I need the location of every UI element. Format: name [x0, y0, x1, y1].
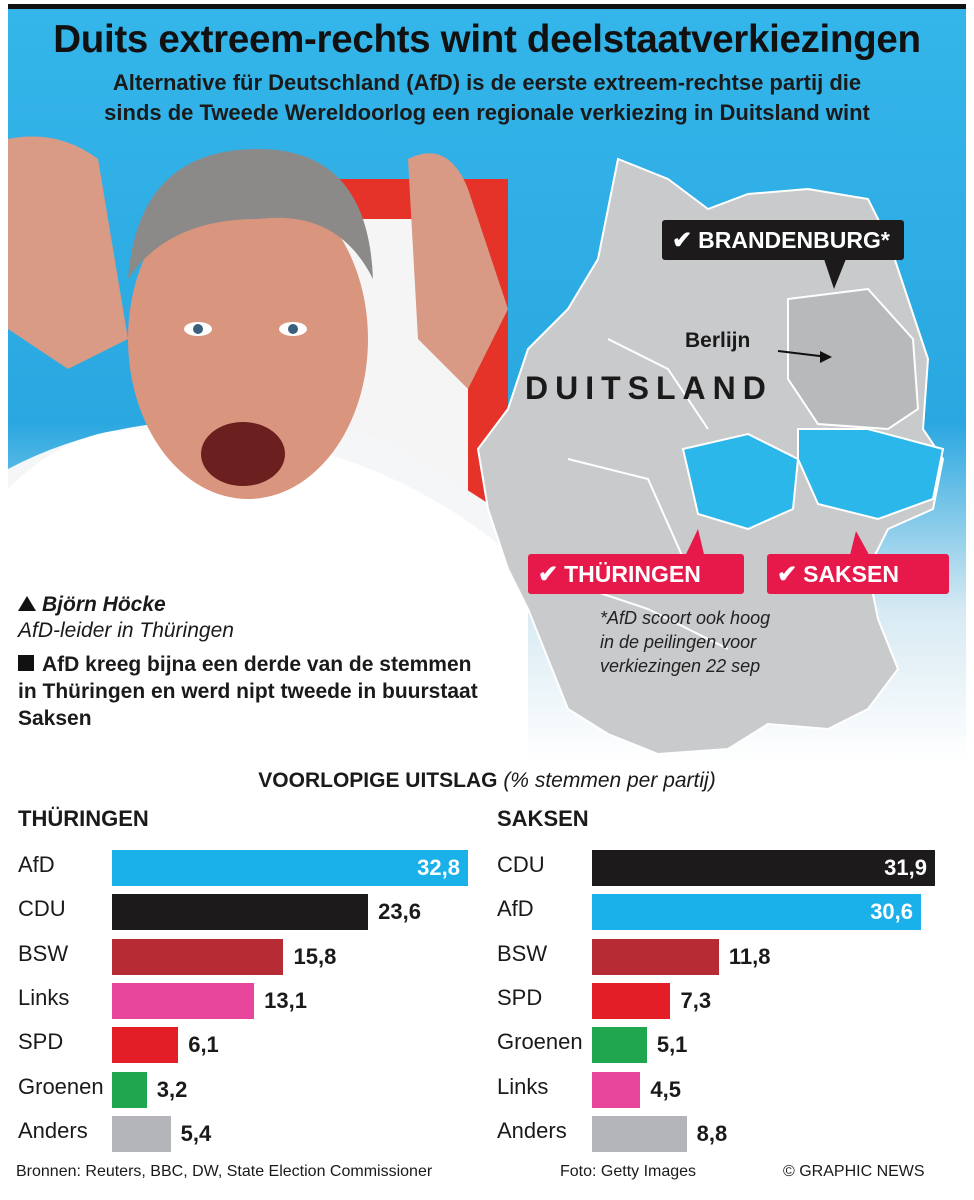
bar-value-label: 11,8: [728, 943, 771, 969]
bar: [112, 1071, 147, 1108]
bar-value-label: 31,9: [884, 855, 927, 880]
sources-text: Bronnen: Reuters, BBC, DW, State Electio…: [16, 1163, 433, 1180]
bar: [112, 850, 468, 886]
footnote-line: *AfD scoort ook hoog: [600, 608, 771, 628]
politician-photo: [8, 136, 528, 761]
bar: [592, 982, 671, 1019]
triangle-icon: [18, 596, 36, 611]
callout-brandenburg-label: BRANDENBURG*: [698, 227, 890, 253]
bar-category-label: Anders: [18, 1117, 88, 1143]
check-icon: ✔: [538, 561, 559, 588]
bar-category-label: Anders: [497, 1117, 567, 1143]
bar-value-label: 30,6: [870, 899, 914, 925]
bar-row: CDU 23,6: [18, 890, 488, 934]
bar-category-label: Links: [497, 1073, 549, 1099]
bar-value-label: 23,6: [378, 899, 421, 925]
bar: [112, 1115, 171, 1152]
callout-thueringen-label: THÜRINGEN: [564, 561, 701, 587]
photo-credit: Foto: Getty Images: [560, 1163, 697, 1180]
bar-category-label: Links: [18, 984, 70, 1010]
subtitle-line-1: Alternative für Deutschland (AfD) is de …: [112, 70, 862, 95]
bar-category-label: BSW: [497, 940, 548, 966]
bar-category-label: SPD: [497, 984, 543, 1010]
bar-row: Anders 5,4: [18, 1112, 488, 1156]
callout-thueringen: ✔ THÜRINGEN: [528, 554, 744, 594]
bar-row: Groenen 5,1: [497, 1023, 967, 1067]
bar-category-label: CDU: [18, 896, 66, 922]
bar-row: CDU 31,9: [497, 846, 967, 890]
bar-value-label: 15,8: [293, 943, 337, 969]
caption-role: AfD-leider in Thüringen: [18, 619, 234, 642]
bar-row: AfD 30,6: [497, 890, 967, 934]
bar: [112, 894, 369, 931]
callout-saksen: ✔ SAKSEN: [767, 554, 949, 594]
bar: [112, 938, 284, 975]
bar-value-label: 8,8: [696, 1120, 728, 1146]
bar-category-label: BSW: [18, 940, 69, 966]
bar: [592, 938, 719, 975]
hero-panel: [8, 9, 966, 761]
subtitle-line-2: sinds de Tweede Wereldoorlog een regiona…: [104, 100, 870, 125]
chart-thueringen: THÜRINGEN AfD 32,8 CDU 23,6 BSW 15,8 Links 13,1…: [18, 806, 488, 1152]
bar-value-label: 7,3: [680, 987, 712, 1013]
callout-saksen-label: SAKSEN: [803, 561, 899, 587]
bar: [592, 850, 935, 886]
capital-label: Berlijn: [685, 329, 751, 352]
bar: [592, 1027, 647, 1064]
check-icon: ✔: [672, 227, 693, 254]
bar-row: Anders 8,8: [497, 1112, 967, 1156]
bar-category-label: SPD: [18, 1029, 64, 1055]
chart-title: THÜRINGEN: [18, 806, 149, 831]
bar: [112, 982, 255, 1019]
check-icon: ✔: [777, 561, 798, 588]
page-title: Duits extreem-rechts wint deelstaatverki…: [53, 18, 921, 61]
bar-value-label: 5,1: [656, 1032, 688, 1058]
bar-category-label: Groenen: [497, 1029, 583, 1055]
caption-name: Björn Höcke: [42, 593, 166, 616]
bar-row: BSW 15,8: [18, 935, 488, 979]
results-heading-unit: (% stemmen per partij): [503, 769, 716, 792]
bar-value-label: 4,5: [650, 1076, 681, 1102]
bar-category-label: AfD: [497, 896, 534, 922]
bar-value-label: 3,2: [156, 1076, 188, 1102]
bar-row: Links 13,1: [18, 979, 488, 1023]
bar-category-label: AfD: [18, 852, 55, 877]
chart-title: SAKSEN: [497, 806, 589, 831]
photo-caption: Björn Höcke AfD-leider in Thüringen AfD …: [18, 593, 488, 732]
bar-row: AfD 32,8: [18, 846, 488, 890]
bar: [112, 1027, 179, 1064]
graphic-credit: © GRAPHIC NEWS: [783, 1163, 925, 1180]
bar-row: Groenen 3,2: [18, 1068, 488, 1112]
results-heading-text: VOORLOPIGE UITSLAG: [258, 769, 498, 792]
bar: [592, 1115, 687, 1152]
bar-category-label: CDU: [497, 852, 545, 877]
callout-brandenburg: ✔ BRANDENBURG*: [662, 220, 904, 260]
bar: [592, 1071, 641, 1108]
footnote-line: in de peilingen voor: [600, 632, 757, 652]
bar-row: BSW 11,8: [497, 935, 967, 979]
square-bullet-icon: [18, 655, 34, 671]
chart-saksen: SAKSEN CDU 31,9 AfD 30,6 BSW 11,8 SPD 7,3 Groene…: [497, 806, 967, 1152]
bar-value-label: 6,1: [188, 1032, 219, 1058]
bar-row: SPD 6,1: [18, 1023, 488, 1067]
top-rule: [8, 4, 966, 9]
bar: [592, 894, 922, 931]
bar-row: SPD 7,3: [497, 979, 967, 1023]
results-heading: VOORLOPIGE UITSLAG (% stemmen per partij…: [0, 769, 974, 793]
bar-value-label: 13,1: [264, 987, 307, 1013]
footnote-line: verkiezingen 22 sep: [600, 656, 761, 676]
bar-value-label: 5,4: [180, 1120, 212, 1146]
bar-row: Links 4,5: [497, 1068, 967, 1112]
country-label: DUITSLAND: [525, 370, 773, 406]
bar-value-label: 32,8: [417, 855, 460, 880]
caption-note: AfD kreeg bijna een derde van de stemmen…: [18, 653, 478, 730]
map-footnote: *AfD scoort ook hoog in de peilingen voo…: [600, 606, 820, 678]
bar-category-label: Groenen: [18, 1073, 104, 1099]
germany-map: [476, 157, 945, 756]
